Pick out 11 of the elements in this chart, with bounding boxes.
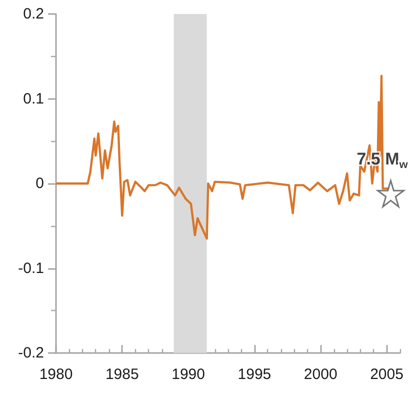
- y-tick-label: 0.1: [23, 90, 44, 108]
- y-tick-label: 0: [36, 175, 44, 192]
- x-tick-label: 1985: [105, 366, 139, 383]
- x-tick-label: 1995: [238, 366, 272, 383]
- x-tick-label: 2000: [304, 366, 338, 383]
- x-tick-label: 2005: [370, 366, 404, 383]
- y-tick-label: 0.2: [23, 6, 44, 22]
- x-tick-label: 1990: [172, 366, 205, 383]
- x-tick-label: 1980: [39, 366, 73, 383]
- y-tick-label: -0.1: [18, 260, 44, 277]
- y-tick-label: -0.2: [18, 344, 44, 362]
